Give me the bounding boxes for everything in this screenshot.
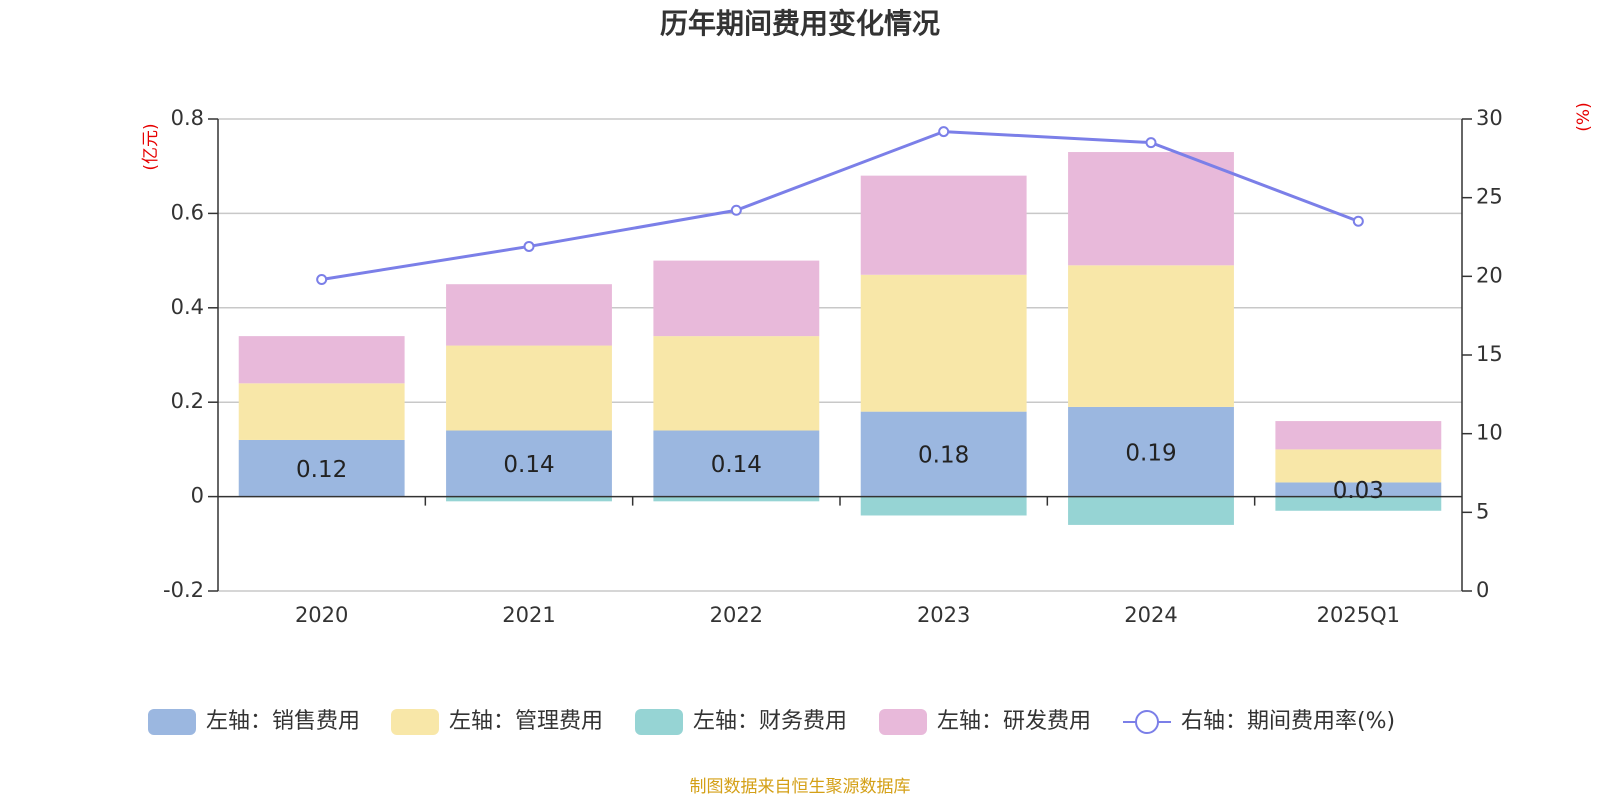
legend: 左轴：销售费用 左轴：管理费用 左轴：财务费用 左轴：研发费用 右轴：期间费用率(%) <box>148 709 1395 735</box>
bar-segment <box>1068 152 1234 266</box>
bar-segment <box>653 336 820 431</box>
bar-segment <box>446 496 612 502</box>
legend-line-marker <box>1135 710 1159 734</box>
bar-segment <box>1275 449 1442 483</box>
bar-segment <box>653 496 820 502</box>
right-tick-label: 5 <box>1476 499 1489 523</box>
rate-line-path <box>321 130 1359 281</box>
bar-segment <box>860 496 1027 516</box>
bar-value-label: 0.19 <box>1125 440 1176 466</box>
rate-point <box>316 273 328 285</box>
bar-segment <box>446 430 612 497</box>
data-labels: 0.12 0.14 0.14 0.18 0.19 0.03 <box>296 440 1384 504</box>
bar-segment <box>1068 265 1234 407</box>
rate-point <box>938 126 950 138</box>
bar-segment <box>446 345 612 431</box>
legend-label: 左轴：销售费用 <box>206 709 360 734</box>
x-tick-label: 2023 <box>917 603 970 627</box>
right-tick-label: 15 <box>1476 342 1503 366</box>
right-tick-label: 10 <box>1476 421 1503 445</box>
bar-value-label: 0.14 <box>503 452 554 478</box>
rate-point <box>1145 137 1157 149</box>
bar-value-label: 0.03 <box>1333 478 1384 504</box>
rate-point <box>1352 215 1364 227</box>
bar-value-label: 0.12 <box>296 457 347 483</box>
bar-segment <box>860 411 1027 497</box>
bar-segment <box>1068 496 1234 525</box>
axes: -0.2 0 0.2 0.4 0.6 0.8 0 5 10 15 20 25 30 2020 2021 202… <box>163 106 1503 627</box>
bars <box>238 152 1442 525</box>
bar-segment <box>653 430 820 497</box>
bar-segment <box>446 284 612 346</box>
left-tick-label: 0.8 <box>171 106 204 130</box>
legend-swatch <box>148 709 196 735</box>
bar-segment <box>860 175 1027 275</box>
bar-value-label: 0.18 <box>918 443 969 469</box>
bar-segment <box>1068 406 1234 497</box>
x-tick-label: 2025Q1 <box>1317 603 1400 627</box>
x-tick-label: 2022 <box>710 603 763 627</box>
right-tick-label: 30 <box>1476 106 1503 130</box>
bar-segment <box>1275 421 1442 450</box>
chart-title: 历年期间费用变化情况 <box>660 7 940 40</box>
bar-segment <box>238 383 405 440</box>
right-tick-label: 20 <box>1476 263 1503 287</box>
source-note: 制图数据来自恒生聚源数据库 <box>690 777 911 797</box>
legend-label: 右轴：期间费用率(%) <box>1181 709 1395 734</box>
bar-segment <box>238 439 405 497</box>
rate-line <box>316 126 1364 285</box>
x-tick-label: 2020 <box>295 603 348 627</box>
x-tick-label: 2024 <box>1124 603 1177 627</box>
right-tick-label: 25 <box>1476 185 1503 209</box>
bar-segment <box>1275 482 1442 497</box>
rate-point <box>730 204 742 216</box>
legend-label: 左轴：研发费用 <box>937 709 1091 734</box>
bar-segment <box>860 274 1027 412</box>
bar-segment <box>653 260 820 337</box>
left-tick-label: 0 <box>191 484 204 508</box>
bar-segment <box>1275 496 1442 511</box>
legend-swatch <box>879 709 927 735</box>
legend-swatch <box>391 709 439 735</box>
right-axis-unit: (%) <box>1574 102 1594 131</box>
legend-label: 左轴：财务费用 <box>693 709 847 734</box>
bar-segment <box>238 336 405 384</box>
left-axis-unit: (亿元) <box>141 123 161 170</box>
left-tick-label: -0.2 <box>163 578 204 602</box>
legend-label: 左轴：管理费用 <box>449 709 603 734</box>
left-tick-label: 0.6 <box>171 200 204 224</box>
left-tick-label: 0.2 <box>171 389 204 413</box>
bar-value-label: 0.14 <box>711 452 762 478</box>
right-tick-label: 0 <box>1476 578 1489 602</box>
legend-swatch <box>635 709 683 735</box>
rate-point <box>523 240 535 252</box>
x-tick-label: 2021 <box>502 603 555 627</box>
left-tick-label: 0.4 <box>171 295 204 319</box>
grid-lines <box>218 118 1462 592</box>
